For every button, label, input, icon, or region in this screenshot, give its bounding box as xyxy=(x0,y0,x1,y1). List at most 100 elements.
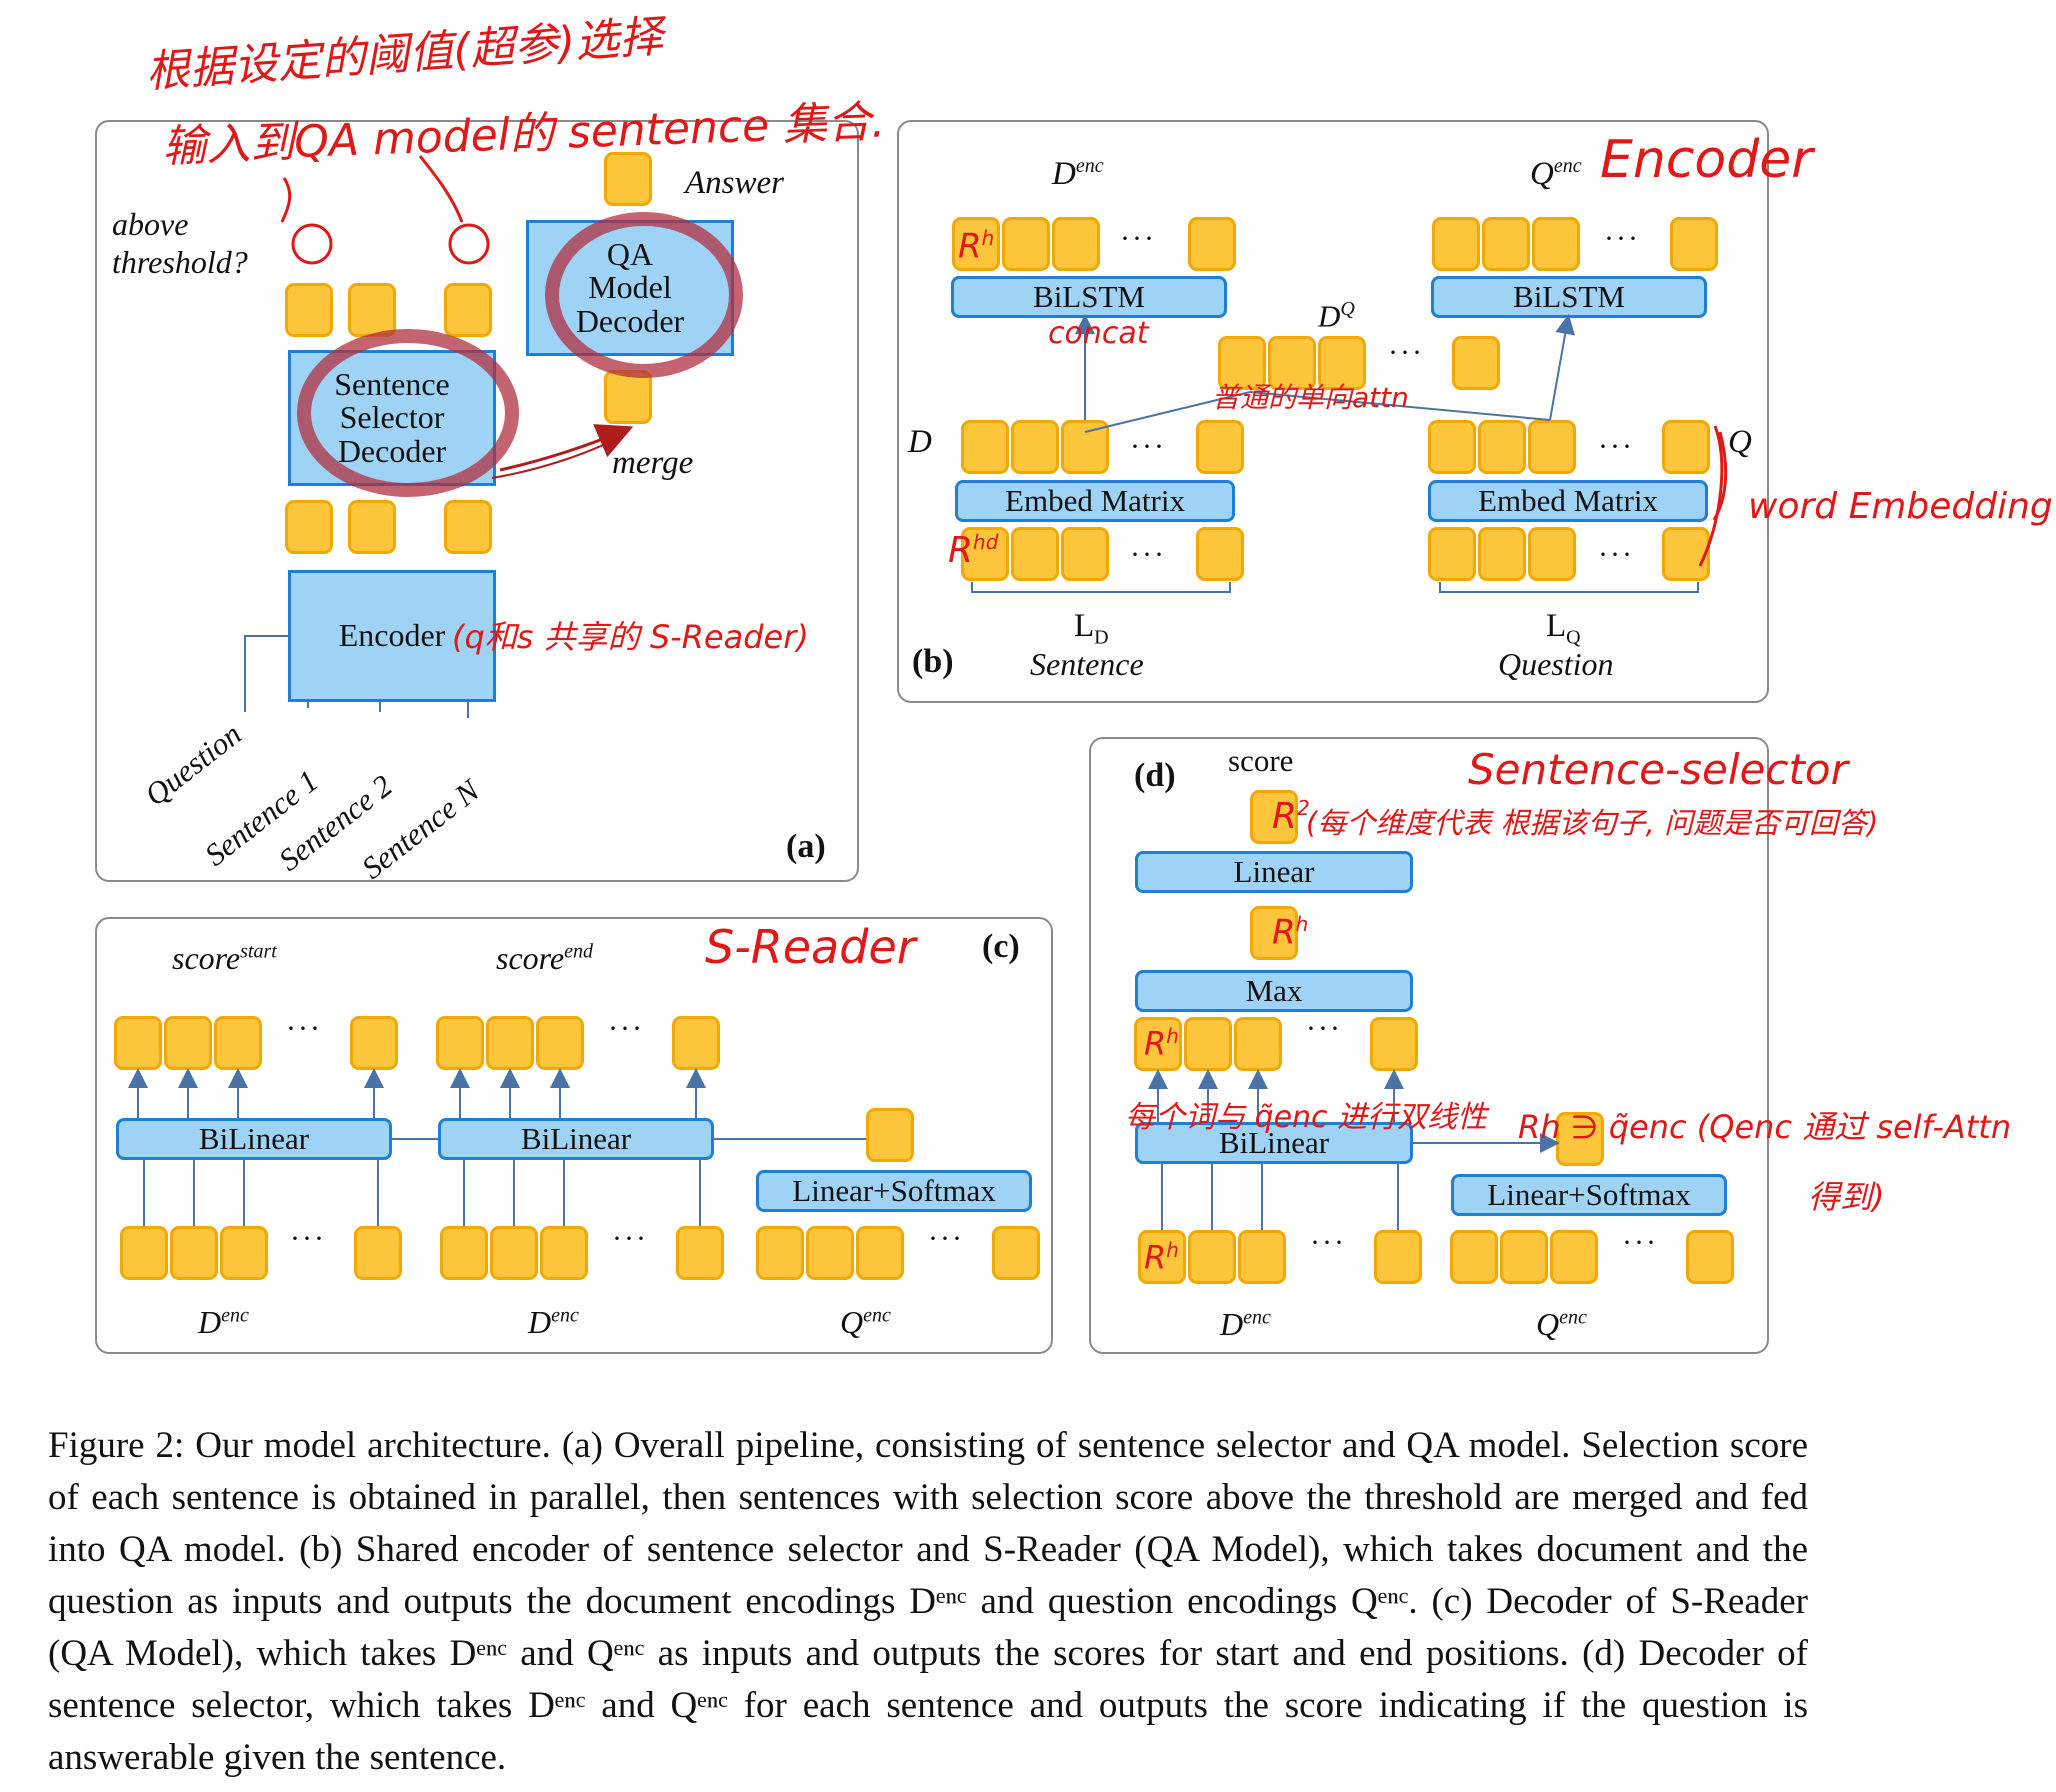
encoder-output-token-2 xyxy=(348,500,396,554)
above-threshold-label: above threshold? xyxy=(112,206,248,280)
d-bilinear-out-dots: ··· xyxy=(1306,1012,1342,1045)
handwritten-bilinear-note: 每个词与 q̃enc 进行双线性 xyxy=(1125,1100,1488,1135)
d-bilinear-out-token-3 xyxy=(1234,1017,1282,1071)
d-q-enc-token-n xyxy=(1686,1230,1734,1284)
bilinear-d-box: BiLinear xyxy=(1135,1122,1413,1164)
linear-softmax-d-box: Linear+Softmax xyxy=(1451,1174,1727,1216)
encoder-output-token-n xyxy=(444,500,492,554)
d-dots: ··· xyxy=(1130,430,1166,463)
q-tilde-token-c xyxy=(866,1108,914,1162)
handwritten-qtilde-note-2: 得到) xyxy=(1808,1178,1885,1216)
figure-caption: Figure 2: Our model architecture. (a) Ov… xyxy=(48,1425,1808,1778)
c-d-enc-label-b: Denc xyxy=(528,1304,579,1340)
dq-token-3 xyxy=(1318,336,1366,390)
d-d-enc-token-2 xyxy=(1188,1230,1236,1284)
d-score-label: score xyxy=(1228,743,1294,778)
d-enc-label: Denc xyxy=(1052,155,1104,192)
question-label: Question xyxy=(1498,646,1614,682)
qa-input-token xyxy=(604,370,652,424)
encoder-output-token-1 xyxy=(285,500,333,554)
d-enc-dots: ··· xyxy=(1120,222,1156,255)
d-bilinear-out-token-2 xyxy=(1184,1017,1232,1071)
c-q-enc-token-2 xyxy=(806,1226,854,1280)
c-d-enc-token-na xyxy=(354,1226,402,1280)
c-q-enc-dots: ··· xyxy=(928,1222,964,1255)
d-bilinear-out-token-n xyxy=(1370,1017,1418,1071)
d-q-enc-token-2 xyxy=(1500,1230,1548,1284)
q-enc-token-1 xyxy=(1432,217,1480,271)
d-q-enc-label: Qenc xyxy=(1536,1306,1587,1342)
d-enc-token-2 xyxy=(1002,217,1050,271)
handwritten-rh-b: Rh xyxy=(958,226,995,267)
d-token-1 xyxy=(961,420,1009,474)
answer-token xyxy=(604,152,652,206)
bilinear-start-box: BiLinear xyxy=(116,1118,392,1160)
dq-label: DQ xyxy=(1318,298,1355,334)
d-word-token-3 xyxy=(1061,527,1109,581)
d-word-dots: ··· xyxy=(1130,538,1166,571)
d-q-enc-dots: ··· xyxy=(1622,1226,1658,1259)
q-label: Q xyxy=(1728,424,1752,460)
handwritten-sentence-selector: Sentence-selector xyxy=(1468,745,1848,794)
q-word-token-1 xyxy=(1428,527,1476,581)
selector-output-token-n xyxy=(444,283,492,337)
d-d-enc-token-1 xyxy=(1138,1230,1186,1284)
handwritten-concat: concat xyxy=(1048,316,1149,351)
q-enc-dots: ··· xyxy=(1604,222,1640,255)
handwritten-rhd-b: Rhd xyxy=(948,530,999,571)
d-d-enc-label: Denc xyxy=(1220,1306,1271,1342)
q-enc-token-2 xyxy=(1482,217,1530,271)
linear-softmax-c-box: Linear+Softmax xyxy=(756,1170,1032,1212)
d-enc-token-n xyxy=(1188,217,1236,271)
handwritten-attn-note: 普通的单向attn xyxy=(1212,381,1409,414)
q-word-token-2 xyxy=(1478,527,1526,581)
handwritten-encoder-title: Encoder xyxy=(1600,130,1813,190)
d-token-2 xyxy=(1011,420,1059,474)
q-token-2 xyxy=(1478,420,1526,474)
c-d-enc-token-2a xyxy=(170,1226,218,1280)
handwritten-qtilde-note: Rh ∋ q̃enc (Qenc 通过 self-Attn xyxy=(1518,1108,2012,1146)
panel-c-tag: (c) xyxy=(982,928,1020,965)
d-enc-token-1 xyxy=(952,217,1000,271)
c-q-enc-token-n xyxy=(992,1226,1040,1280)
c-d-enc-dots-a: ··· xyxy=(290,1222,326,1255)
panel-a-tag: (a) xyxy=(786,828,826,865)
q-enc-token-3 xyxy=(1532,217,1580,271)
handwritten-score-note: (每个维度代表 根据该句子, 问题是否可回答) xyxy=(1306,806,1879,840)
d-word-token-1 xyxy=(961,527,1009,581)
q-token-3 xyxy=(1528,420,1576,474)
embed-matrix-q-box: Embed Matrix xyxy=(1428,480,1708,522)
dq-token-2 xyxy=(1268,336,1316,390)
qa-model-decoder-box: QA Model Decoder xyxy=(526,220,734,356)
c-d-enc-token-3a xyxy=(220,1226,268,1280)
max-output-token xyxy=(1250,906,1298,960)
panel-d-tag: (d) xyxy=(1134,757,1176,794)
d-token-n xyxy=(1196,420,1244,474)
q-word-token-3 xyxy=(1528,527,1576,581)
dq-token-n xyxy=(1452,336,1500,390)
bilinear-end-box: BiLinear xyxy=(438,1118,714,1160)
dq-token-1 xyxy=(1218,336,1266,390)
score-end-label: scoreend xyxy=(496,940,594,976)
start-score-dots: ··· xyxy=(286,1012,322,1045)
end-score-token-1 xyxy=(436,1016,484,1070)
handwritten-r2: R2 xyxy=(1272,796,1310,837)
q-token-1 xyxy=(1428,420,1476,474)
embed-matrix-d-box: Embed Matrix xyxy=(955,480,1235,522)
q-word-dots: ··· xyxy=(1598,538,1634,571)
ld-label: LD xyxy=(1074,608,1109,649)
c-d-enc-dots-b: ··· xyxy=(612,1222,648,1255)
highlight-circles xyxy=(297,212,743,497)
q-enc-token-n xyxy=(1670,217,1718,271)
d-d-enc-token-n xyxy=(1374,1230,1422,1284)
dq-dots: ··· xyxy=(1388,336,1424,369)
handwritten-marks xyxy=(280,155,1728,567)
c-d-enc-token-nb xyxy=(676,1226,724,1280)
c-d-enc-token-1a xyxy=(120,1226,168,1280)
q-enc-label: Qenc xyxy=(1530,155,1582,192)
c-d-enc-token-2b xyxy=(490,1226,538,1280)
d-d-enc-dots: ··· xyxy=(1310,1226,1346,1259)
handwritten-rh-d-top: Rh xyxy=(1144,1024,1179,1063)
q-token-n xyxy=(1662,420,1710,474)
handwritten-s-reader: S-Reader xyxy=(705,920,916,974)
